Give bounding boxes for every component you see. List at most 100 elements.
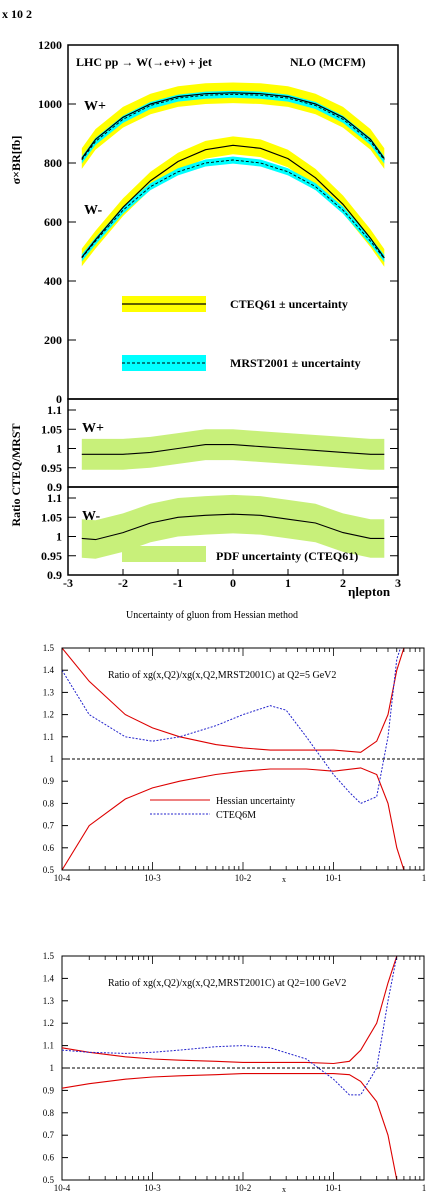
gluon-ratio-q2-100-chart: 0.5 0.6 0.7 0.8 0.9 1 1.1 1.2 1.3 1.4 1.5 10-4 10-3… (43, 951, 427, 1194)
eta-tick-label: -3 (63, 576, 73, 590)
g1-plot (62, 648, 424, 870)
eta-tick-label: 1 (285, 576, 291, 590)
r2-wminus-label: W- (82, 509, 100, 524)
g-y-tick-label: 0.9 (43, 776, 55, 786)
ratio-y-tick-label: 1.05 (41, 510, 62, 524)
g-x-tick-label: 10-2 (235, 873, 252, 883)
g-x-tick-label: 10-1 (325, 1183, 342, 1193)
g2-xlabel: x (282, 1185, 286, 1194)
main-y-tick-label: 0 (56, 392, 62, 406)
w-jet-cross-section-chart: x 10 2 σ×BR[fb] Ratio CTEQ/MRST 0 200 400 6… (2, 7, 401, 599)
gluon-ratio-q2-5-chart: 0.5 0.6 0.7 0.8 0.9 1 1.1 1.2 1.3 1.4 1.5 10-4 10-3… (43, 643, 427, 884)
g-x-tick-label: 10-1 (325, 873, 342, 883)
eta-x-ticks: -3 -2 -1 0 1 2 3 (63, 569, 401, 590)
curves (62, 956, 424, 1180)
g-x-tick-label: 10-3 (144, 1183, 161, 1193)
g-x-tick-label: 10-4 (54, 1183, 71, 1193)
ratio-band (81, 494, 385, 559)
cross-section-panel: 0 200 400 600 800 1000 1200 LHC pp → W(→e+ν) +… (38, 38, 399, 406)
g-y-tick-label: 1 (50, 754, 55, 764)
g2-y-ticks: 0.5 0.6 0.7 0.8 0.9 1 1.1 1.2 1.3 1.4 1.5 (43, 951, 424, 1185)
ratio-y-tick-label: 1 (56, 442, 62, 456)
g-x-tick-label: 10-4 (54, 873, 71, 883)
curves (62, 648, 424, 870)
g-y-tick-label: 1.2 (43, 1018, 54, 1028)
wplus-label: W+ (84, 99, 106, 114)
g-y-tick-label: 0.8 (43, 798, 55, 808)
g2-plot (62, 956, 424, 1180)
curve-cteq6m (62, 648, 401, 804)
main-y-tick-label: 1200 (38, 38, 62, 52)
ratio-y-tick-label: 1.05 (41, 422, 62, 436)
ratio-y-tick-label: 1 (56, 530, 62, 544)
eta-tick-label: -2 (118, 576, 128, 590)
main-y-ticks: 0 200 400 600 800 1000 1200 (38, 38, 398, 406)
eta-tick-label: 2 (340, 576, 346, 590)
ratio-y-tick-label: 0.9 (47, 568, 62, 582)
wminus-ratio-panel: 0.9 0.95 1 1.05 1.1 W- PDF uncertainty (CTEQ… (41, 486, 399, 582)
eta-xlabel: ηlepton (348, 584, 391, 599)
g-y-tick-label: 0.5 (43, 1175, 55, 1185)
main-y-tick-label: 600 (44, 215, 62, 229)
g-y-tick-label: 0.7 (43, 821, 55, 831)
nlo-label: NLO (MCFM) (290, 55, 366, 69)
ratio-y-tick-label: 0.9 (47, 480, 62, 494)
g1-x-ticks: 10-4 10-3 10-2 10-1 1 (54, 648, 427, 883)
ratio-y-tick-label: 1.1 (47, 491, 62, 505)
g-x-tick-label: 1 (422, 1183, 427, 1193)
main-y-tick-label: 200 (44, 333, 62, 347)
main-y-tick-label: 400 (44, 274, 62, 288)
g1-title: Ratio of xg(x,Q2)/xg(x,Q2,MRST2001C) at … (108, 670, 336, 681)
g-y-tick-label: 0.9 (43, 1085, 55, 1095)
wminus-label: W- (84, 203, 102, 218)
r2-y-ticks: 0.9 0.95 1 1.05 1.1 (41, 491, 398, 582)
g-y-tick-label: 0.7 (43, 1130, 55, 1140)
g-y-tick-label: 0.6 (43, 843, 55, 853)
g-y-tick-label: 1.5 (43, 643, 55, 653)
legend-pdf-label: PDF uncertainty (CTEQ61) (216, 549, 358, 563)
g-y-tick-label: 1.3 (43, 996, 55, 1006)
ratio-curve (81, 444, 385, 455)
process-label: LHC pp → W(→e+ν) + jet (76, 55, 212, 69)
curve-hessian-uncertainty-lower (62, 1073, 398, 1180)
curve-hessian-uncertainty-upper (62, 956, 398, 1065)
g-y-tick-label: 1.2 (43, 710, 54, 720)
legend-pdf-swatch (122, 546, 206, 562)
curve-w-mrst2001 (81, 93, 385, 161)
g-y-tick-label: 1.1 (43, 732, 54, 742)
main-y-tick-label: 1000 (38, 97, 62, 111)
g-y-tick-label: 1.1 (43, 1041, 54, 1051)
gluon-caption: Uncertainty of gluon from Hessian method (126, 610, 298, 621)
uncertainty-bands (81, 82, 385, 267)
r1-wplus-label: W+ (82, 421, 104, 436)
r1-plot (81, 429, 385, 470)
g-y-tick-label: 0.6 (43, 1153, 55, 1163)
exponent-label: x 10 2 (2, 7, 32, 21)
g1-legend-hessian: Hessian uncertainty (216, 796, 295, 807)
curve-w-cteq61 (81, 144, 385, 259)
g-y-tick-label: 1.4 (43, 665, 55, 675)
curve-hessian-uncertainty-lower (62, 767, 405, 870)
band-w-cteq61 (81, 136, 385, 267)
main-ylabel: σ×BR[fb] (9, 136, 23, 185)
g1-legend-cteq6m: CTEQ6M (216, 810, 256, 821)
ratio-y-tick-label: 1.1 (47, 403, 62, 417)
band-w-mrst2001 (81, 156, 385, 263)
ratio-ylabel: Ratio CTEQ/MRST (9, 423, 23, 526)
curve-w-cteq61 (81, 92, 385, 159)
legend-mrst-label: MRST2001 ± uncertainty (230, 356, 361, 370)
g-y-tick-label: 1.3 (43, 687, 55, 697)
g1-xlabel: x (282, 875, 286, 884)
legend-cteq-label: CTEQ61 ± uncertainty (230, 297, 348, 311)
eta-tick-label: -1 (173, 576, 183, 590)
ratio-y-tick-label: 0.95 (41, 461, 62, 475)
curve-w-mrst2001 (81, 159, 385, 259)
g-x-tick-label: 10-3 (144, 873, 161, 883)
g-y-tick-label: 1 (50, 1063, 55, 1073)
g1-y-ticks: 0.5 0.6 0.7 0.8 0.9 1 1.1 1.2 1.3 1.4 1.5 (43, 643, 424, 875)
g-x-tick-label: 1 (422, 873, 427, 883)
ratio-curve (81, 513, 385, 541)
eta-tick-label: 3 (395, 576, 401, 590)
g2-title: Ratio of xg(x,Q2)/xg(x,Q2,MRST2001C) at … (108, 978, 346, 989)
